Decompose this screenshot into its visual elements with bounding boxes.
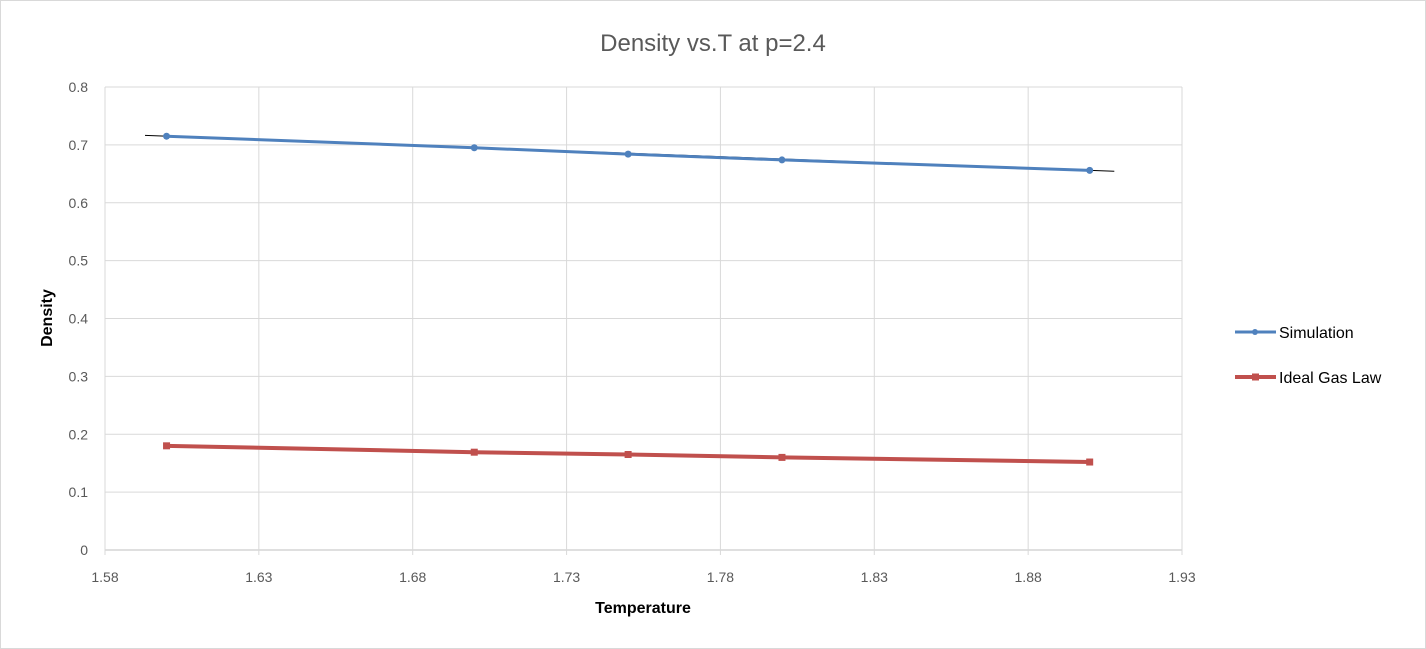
y-tick-label: 0.6 [69,195,89,211]
legend-marker [1252,329,1258,335]
chart-title: Density vs.T at p=2.4 [600,30,826,57]
x-tick-label: 1.58 [91,569,118,585]
y-tick-label: 0.2 [69,426,89,442]
x-tick-label: 1.68 [399,569,426,585]
data-point [470,144,478,152]
data-point [1086,166,1094,174]
legend-marker [1252,373,1259,381]
x-axis-label: Temperature [595,600,691,617]
y-tick-label: 0.8 [69,79,89,95]
y-tick-label: 0.1 [69,484,89,500]
y-tick-label: 0 [80,542,88,558]
x-tick-label: 1.88 [1015,569,1042,585]
data-point [163,132,171,140]
data-point [624,150,632,158]
legend-label: Ideal Gas Law [1279,370,1382,387]
y-tick-label: 0.3 [69,368,89,384]
data-point [1086,458,1094,466]
data-point [778,453,786,461]
legend-label: Simulation [1279,325,1354,342]
x-tick-label: 1.83 [861,569,888,585]
data-point [163,442,171,450]
y-axis-label: Density [39,289,56,347]
data-point [778,156,786,164]
data-point [624,451,632,459]
data-point [470,448,478,456]
x-tick-label: 1.93 [1168,569,1195,585]
y-tick-label: 0.7 [69,137,89,153]
y-tick-label: 0.5 [69,253,89,269]
x-tick-label: 1.73 [553,569,580,585]
y-tick-label: 0.4 [69,311,89,327]
x-tick-label: 1.78 [707,569,734,585]
x-tick-label: 1.63 [245,569,272,585]
